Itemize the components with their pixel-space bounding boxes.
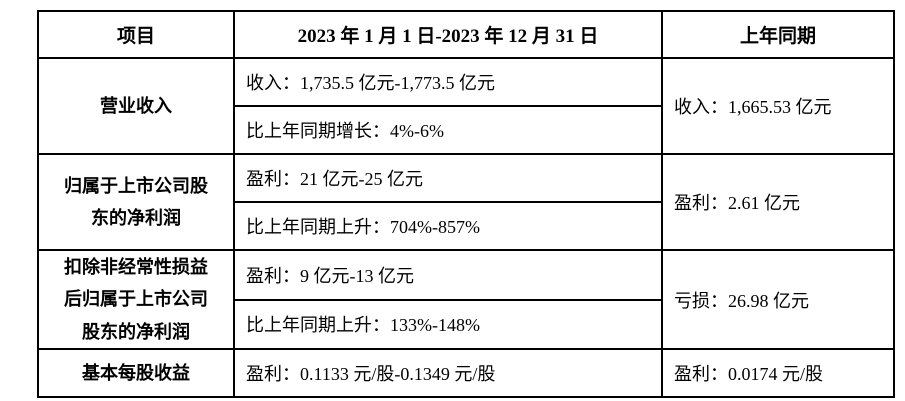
metric-cell-excl-profit-range: 盈利：9 亿元-13 亿元: [233, 249, 663, 301]
header-cell-period: 2023 年 1 月 1 日-2023 年 12 月 31 日: [233, 10, 663, 59]
table-row: 归属于上市公司股 东的净利润 盈利：21 亿元-25 亿元 盈利：2.61 亿元: [37, 153, 895, 251]
prior-cell-net-profit: 盈利：2.61 亿元: [661, 153, 895, 251]
metric-cell-revenue-growth: 比上年同期增长：4%-6%: [233, 105, 663, 155]
row-label-net-profit-excl-nonrecurring: 扣除非经常性损益 后归属于上市公司 股东的净利润: [37, 248, 235, 351]
metric-cell-profit-range: 盈利：21 亿元-25 亿元: [233, 153, 663, 203]
prior-cell-excl-net-profit: 亏损：26.98 亿元: [661, 248, 895, 351]
table-row: 比上年同期上升：704%-857%: [38, 201, 894, 251]
header-row: 项目 2023 年 1 月 1 日-2023 年 12 月 31 日 上年同期: [37, 10, 895, 59]
row-label-line: 扣除非经常性损益: [64, 257, 208, 277]
financial-summary-table: 项目 2023 年 1 月 1 日-2023 年 12 月 31 日 上年同期 …: [37, 10, 895, 399]
row-label-line: 东的净利润: [91, 208, 181, 228]
row-label-line: 股东的净利润: [82, 321, 190, 342]
row-label-line: 归属于上市公司股: [64, 175, 208, 196]
row-label-line: 营业收入: [100, 95, 172, 116]
metric-cell-revenue-range: 收入：1,735.5 亿元-1,773.5 亿元: [233, 57, 663, 107]
table-row: 扣除非经常性损益 后归属于上市公司 股东的净利润 盈利：9 亿元-13 亿元 亏…: [37, 248, 895, 351]
row-label-operating-revenue: 营业收入: [37, 57, 235, 155]
table-row: 比上年同期增长：4%-6%: [38, 105, 894, 155]
prior-cell-revenue: 收入：1,665.53 亿元: [661, 57, 895, 155]
table-row: 基本每股收益 盈利：0.1133 元/股-0.1349 元/股 盈利：0.017…: [37, 348, 895, 399]
metric-cell-profit-growth: 比上年同期上升：704%-857%: [233, 201, 663, 251]
row-label-line: 后归属于上市公司: [64, 289, 208, 310]
row-label-net-profit: 归属于上市公司股 东的净利润: [37, 153, 235, 251]
metric-cell-eps-range: 盈利：0.1133 元/股-0.1349 元/股: [233, 348, 663, 399]
row-label-basic-eps: 基本每股收益: [37, 348, 235, 399]
header-cell-prior-period: 上年同期: [661, 10, 895, 59]
header-cell-item: 项目: [37, 10, 235, 59]
table-row: 比上年同期上升：133%-148%: [38, 298, 894, 351]
metric-cell-excl-profit-growth: 比上年同期上升：133%-148%: [233, 298, 663, 351]
prior-cell-eps: 盈利：0.0174 元/股: [661, 348, 895, 399]
row-label-line: 基本每股收益: [82, 362, 190, 383]
table-row: 营业收入 收入：1,735.5 亿元-1,773.5 亿元 收入：1,665.5…: [37, 57, 895, 155]
